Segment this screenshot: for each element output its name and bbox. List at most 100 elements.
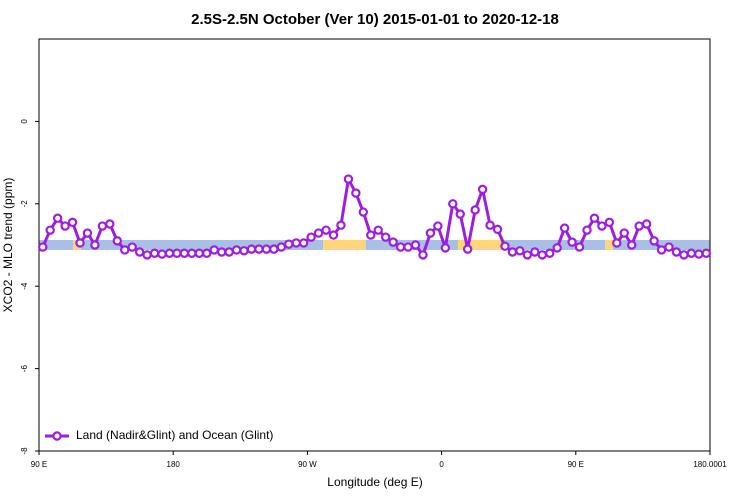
data-point <box>246 244 257 254</box>
data-point <box>105 219 115 229</box>
data-point <box>395 242 406 252</box>
data-point <box>202 248 212 258</box>
data-point <box>641 219 652 229</box>
data-point <box>194 248 204 258</box>
data-point <box>269 244 279 254</box>
data-point <box>403 242 413 252</box>
data-point <box>209 245 219 255</box>
land-band <box>605 240 613 250</box>
data-point <box>574 242 585 252</box>
x-tick-label: 0 <box>439 460 444 469</box>
data-point <box>164 248 175 258</box>
y-tick-label: -8 <box>20 447 29 455</box>
data-point <box>276 242 287 252</box>
data-point <box>612 238 622 248</box>
data-point <box>157 249 167 259</box>
data-point <box>38 242 48 252</box>
x-tick-label: 90 E <box>31 460 47 469</box>
data-point <box>679 250 689 260</box>
data-point <box>515 246 525 256</box>
data-point <box>254 244 264 254</box>
ocean-band <box>39 240 710 250</box>
data-point <box>604 217 615 228</box>
data-point <box>552 243 562 253</box>
data-point <box>649 236 659 246</box>
data-point <box>634 221 644 231</box>
data-point <box>134 247 145 257</box>
data-point <box>492 224 503 235</box>
data-point <box>67 217 78 228</box>
y-tick-label: -6 <box>20 364 29 372</box>
legend-marker <box>52 431 62 441</box>
data-point <box>373 225 383 235</box>
legend-label: Land (Nadir&Glint) and Ocean (Glint) <box>76 428 273 442</box>
data-point <box>328 230 339 240</box>
data-point <box>619 228 629 238</box>
data-point <box>671 247 682 257</box>
data-point <box>440 243 451 253</box>
data-point <box>537 250 547 260</box>
data-point <box>179 248 190 258</box>
data-point <box>433 221 443 231</box>
data-point <box>507 247 518 257</box>
data-point <box>97 221 108 231</box>
data-point <box>455 209 465 219</box>
data-point <box>351 188 361 198</box>
data-point <box>418 250 428 260</box>
x-axis-label: Longitude (deg E) <box>327 475 422 489</box>
data-point <box>559 223 570 233</box>
data-point <box>388 237 398 247</box>
y-axis-label: XCO2 - MLO trend (ppm) <box>1 178 15 313</box>
data-point <box>172 248 182 258</box>
data-point <box>470 205 480 215</box>
data-point <box>112 236 122 246</box>
y-tick-label: 0 <box>20 119 29 124</box>
data-point <box>216 247 227 257</box>
data-point <box>313 228 324 238</box>
data-point <box>582 225 592 235</box>
data-point <box>142 250 152 260</box>
data-point <box>485 220 495 230</box>
data-point <box>545 248 555 258</box>
y-tick-label: -2 <box>20 200 29 208</box>
data-point <box>321 225 331 235</box>
data-point <box>462 244 473 254</box>
data-point <box>567 237 577 247</box>
data-point <box>306 232 316 242</box>
data-point <box>90 240 100 250</box>
data-point <box>627 240 637 250</box>
data-point <box>336 220 346 230</box>
data-point <box>231 245 242 255</box>
data-point <box>410 240 421 250</box>
data-point <box>477 184 488 195</box>
x-tick-label: 90 E <box>568 460 584 469</box>
data-point <box>589 213 600 223</box>
data-point <box>366 230 376 240</box>
data-point <box>284 239 294 249</box>
data-point <box>120 245 130 255</box>
data-point <box>448 199 458 209</box>
data-point <box>358 207 369 217</box>
land-band <box>323 240 366 250</box>
y-tick-label: -4 <box>20 282 29 290</box>
data-point <box>425 228 436 238</box>
data-point <box>45 225 55 235</box>
data-point <box>686 248 697 258</box>
data-point <box>127 242 137 252</box>
data-point <box>656 245 667 255</box>
x-tick-label: 180 <box>167 460 181 469</box>
data-point <box>149 248 160 258</box>
x-tick-label: 90 W <box>298 460 317 469</box>
data-point <box>187 248 197 258</box>
land-band <box>458 240 501 250</box>
data-point <box>298 238 309 248</box>
data-point <box>291 238 301 248</box>
data-point <box>701 248 711 258</box>
data-point <box>664 242 674 252</box>
data-point <box>500 241 510 251</box>
data-point <box>224 247 234 257</box>
data-point <box>52 213 63 223</box>
x-tick-label: 180.0001 <box>693 460 727 469</box>
data-point <box>694 249 704 259</box>
